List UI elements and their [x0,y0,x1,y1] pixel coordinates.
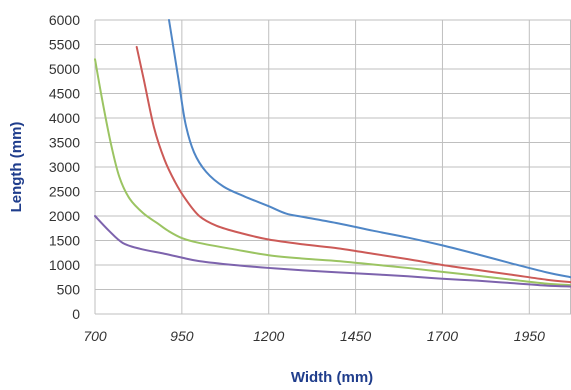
y-tick-label-2000: 2000 [49,208,80,224]
x-tick-label-700: 700 [83,328,107,344]
y-tick-label-4500: 4500 [49,86,80,102]
y-tick-label-3500: 3500 [49,135,80,151]
x-tick-label-1950: 1950 [514,328,545,344]
y-tick-label-4000: 4000 [49,110,80,126]
y-tick-label-5500: 5500 [49,37,80,53]
series-line-green [94,58,571,287]
x-tick-label-1700: 1700 [427,328,458,344]
y-tick-label-2500: 2500 [49,184,80,200]
grid [94,19,571,315]
series-line-purple [94,215,571,288]
x-tick-label-1450: 1450 [340,328,371,344]
series-line-red [135,45,571,284]
y-tick-label-5000: 5000 [49,61,80,77]
y-axis-title: Length (mm) [8,122,25,213]
y-tick-label-0: 0 [72,306,80,322]
y-tick-label-500: 500 [57,282,81,298]
x-axis-title: Width (mm) [291,369,373,386]
y-tick-label-3000: 3000 [49,159,80,175]
tick-labels: 0 500 1000 1500 2000 2500 3000 3500 4000 4500 5000… [49,12,545,344]
y-tick-label-6000: 6000 [49,12,80,28]
y-tick-label-1500: 1500 [49,233,80,249]
x-tick-label-950: 950 [170,328,194,344]
y-tick-label-1000: 1000 [49,257,80,273]
series-line-blue [168,19,571,279]
series-lines [94,19,571,288]
x-tick-label-1200: 1200 [253,328,284,344]
